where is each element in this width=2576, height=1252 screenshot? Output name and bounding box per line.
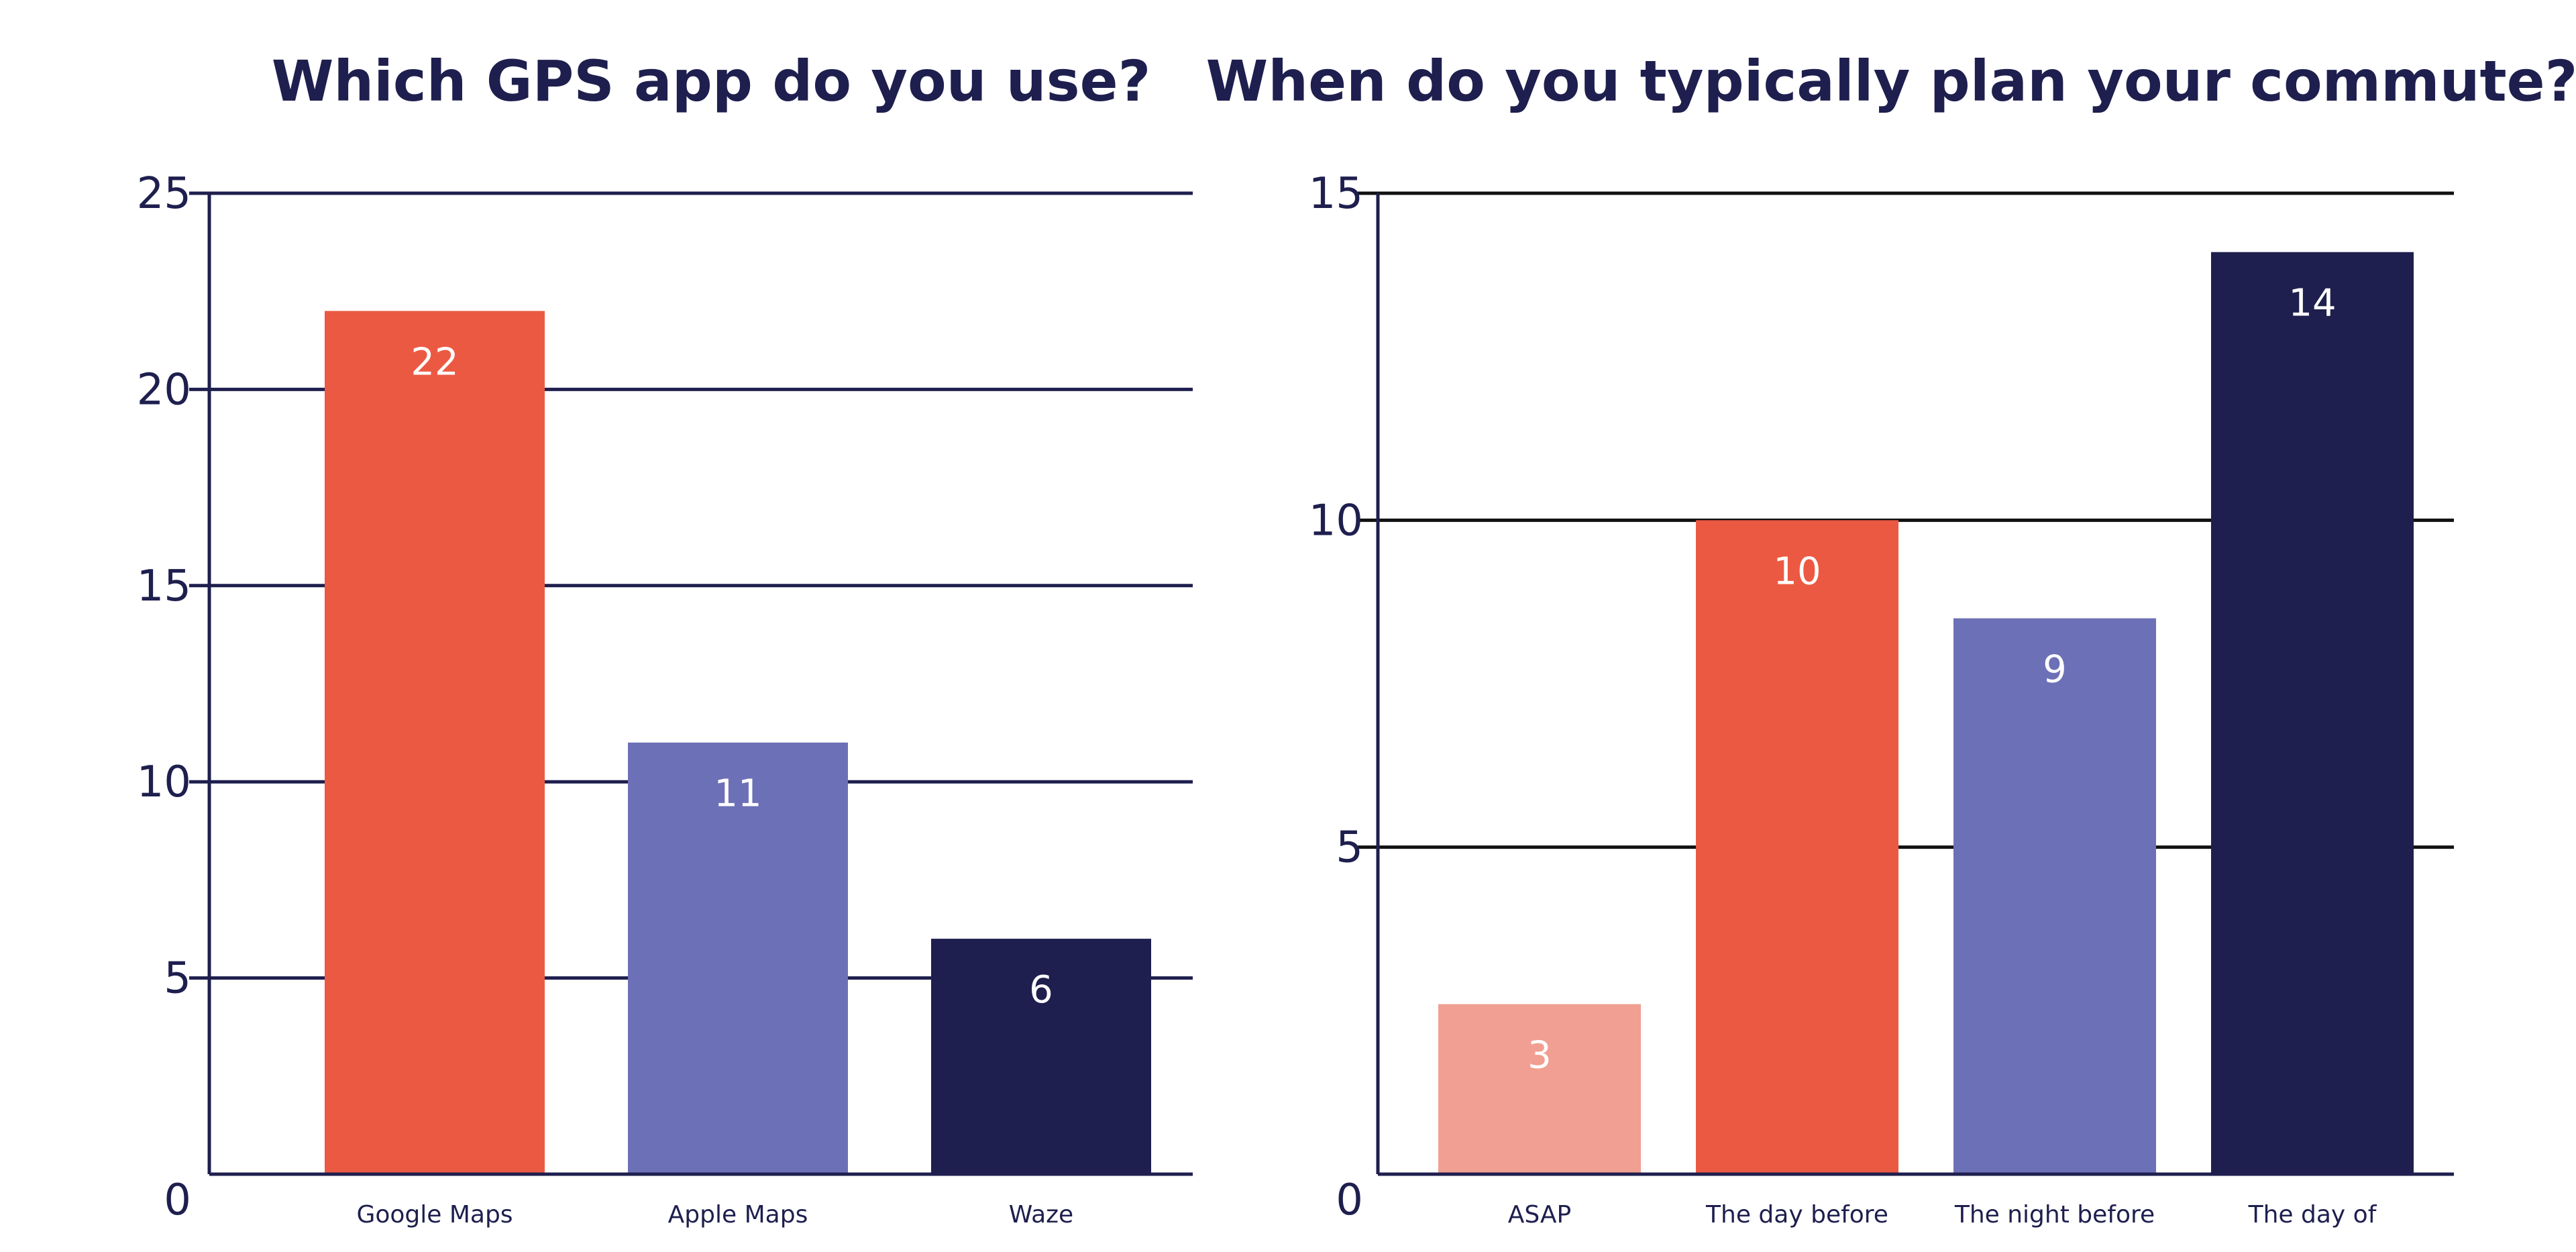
data-label: 3 — [1527, 1034, 1552, 1078]
y-tick-label: 10 — [137, 758, 191, 807]
x-tick-label: Waze — [1009, 1201, 1073, 1229]
data-label: 6 — [1029, 968, 1053, 1012]
data-labels: 3 10 9 14 — [1527, 282, 2336, 1078]
bar — [325, 311, 545, 1175]
bar — [1696, 520, 1898, 1174]
y-tick-label: 0 — [1336, 1176, 1363, 1225]
chart-title: Which GPS app do you use? — [272, 48, 1151, 114]
data-labels: 22 11 6 — [411, 340, 1053, 1012]
chart-commute-planning: When do you typically plan your commute?… — [1206, 48, 2576, 1229]
axes — [1376, 193, 2454, 1176]
x-tick-labels: Google Maps Apple Maps Waze — [356, 1201, 1073, 1229]
bar — [628, 742, 848, 1174]
x-tick-label: The day before — [1705, 1201, 1888, 1229]
data-label: 10 — [1773, 550, 1821, 593]
x-tick-label: ASAP — [1508, 1201, 1571, 1229]
axes — [207, 193, 1193, 1176]
bar — [1953, 618, 2156, 1174]
y-tick-label: 5 — [1336, 823, 1363, 873]
y-tick-label: 15 — [1309, 169, 1363, 219]
x-tick-label: The day of — [2248, 1201, 2377, 1229]
chart-title: When do you typically plan your commute? — [1206, 48, 2576, 114]
bar — [1438, 1004, 1641, 1174]
y-tick-label: 25 — [137, 169, 191, 219]
x-tick-label: Google Maps — [356, 1201, 513, 1229]
bar — [2211, 252, 2414, 1175]
y-tick-label: 15 — [137, 562, 191, 611]
chart-gps-apps: Which GPS app do you use? 0 5 10 15 20 25 Goo… — [137, 48, 1193, 1229]
x-tick-label: Apple Maps — [668, 1201, 808, 1229]
bar — [931, 939, 1151, 1174]
x-tick-labels: ASAP The day before The night before The da… — [1508, 1201, 2377, 1229]
y-tick-label: 20 — [137, 365, 191, 415]
y-tick-label: 10 — [1309, 496, 1363, 545]
data-label: 9 — [2043, 648, 2067, 692]
x-tick-label: The night before — [1954, 1201, 2155, 1229]
data-label: 11 — [714, 772, 761, 816]
data-label: 14 — [2288, 282, 2336, 325]
y-tick-labels: 0 5 10 15 — [1309, 169, 1363, 1225]
bars — [325, 311, 1151, 1175]
y-tick-label: 0 — [164, 1176, 191, 1225]
y-tick-label: 5 — [164, 954, 191, 1004]
y-tick-labels: 0 5 10 15 20 25 — [137, 169, 191, 1225]
data-label: 22 — [411, 340, 458, 384]
bars — [1438, 252, 2414, 1175]
